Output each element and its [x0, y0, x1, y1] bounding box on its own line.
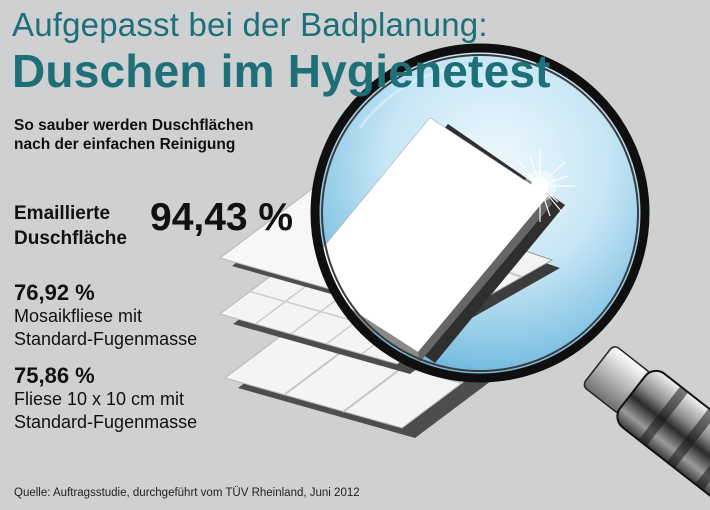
- result-enamel-value: 94,43 %: [150, 196, 294, 239]
- result-mosaic-value: 76,92 %: [14, 280, 95, 305]
- result-tile-label-line-1: Fliese 10 x 10 cm mit: [14, 389, 185, 409]
- subtitle: So sauber werden Duschflächen nach der e…: [14, 116, 253, 154]
- result-tile-value: 75,86 %: [14, 363, 95, 388]
- result-enamel-label-line-1: Emaillierte: [14, 203, 111, 224]
- result-enamel-label: Emaillierte Duschfläche: [14, 201, 127, 251]
- result-mosaic-label: Mosaikfliese mit Standard-Fugenmasse: [14, 305, 197, 351]
- result-mosaic-label-line-2: Standard-Fugenmasse: [14, 329, 198, 349]
- result-enamel-label-line-2: Duschfläche: [14, 228, 127, 249]
- lens-rim: [310, 43, 650, 383]
- title-line-2: Duschen im Hygienetest: [12, 45, 551, 97]
- result-tile-label-line-2: Standard-Fugenmasse: [14, 412, 198, 432]
- magnifier-handle: [583, 346, 710, 504]
- source-note: Quelle: Auftragsstudie, durchgeführt vom…: [14, 487, 360, 499]
- result-mosaic-label-line-1: Mosaikfliese mit: [14, 306, 143, 326]
- subtitle-line-2: nach der einfachen Reinigung: [14, 136, 236, 153]
- result-tile-label: Fliese 10 x 10 cm mit Standard-Fugenmass…: [14, 388, 197, 434]
- subtitle-line-1: So sauber werden Duschflächen: [14, 117, 254, 134]
- title-line-1: Aufgepasst bei der Badplanung:: [12, 6, 488, 43]
